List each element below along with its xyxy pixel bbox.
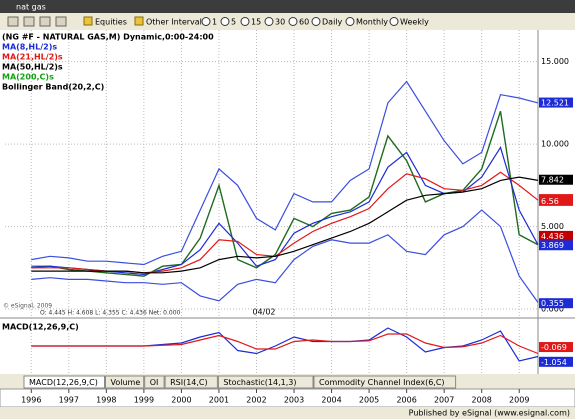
tab[interactable]	[164, 375, 218, 389]
legend-entry: MA(200,C)s	[2, 73, 54, 82]
value-tag	[539, 174, 573, 185]
x-tick-label: 2003	[284, 396, 304, 405]
interval-icon	[345, 17, 355, 26]
tab[interactable]	[217, 375, 314, 389]
toolbar-button[interactable]: Weekly	[400, 18, 429, 27]
tab-label[interactable]: MACD(12,26,9,C)	[29, 378, 98, 387]
menu-icon	[134, 16, 144, 26]
series-line	[31, 80, 539, 266]
x-tick-label: 1996	[21, 396, 41, 405]
tab-label[interactable]: Commodity Channel Index(6,C)	[319, 378, 445, 387]
y-tick-label: 0.000	[541, 305, 564, 314]
value-tag	[539, 240, 573, 251]
toolbar-button[interactable]: 5	[231, 18, 236, 27]
footer: Published by eSignal (www.esignal.com)	[409, 409, 570, 418]
toolbar-button[interactable]: 30	[275, 18, 285, 27]
tab-label[interactable]: OI	[150, 378, 159, 387]
tool-icon	[39, 16, 51, 27]
value-tag	[539, 356, 573, 367]
x-tick-label: 2006	[396, 396, 416, 405]
toolbar	[0, 13, 575, 30]
value-tag-label: 7.842	[541, 176, 564, 185]
chart-title: (NG #F - NATURAL GAS,M) Dynamic,0:00-24:…	[2, 33, 214, 42]
y-tick-label: 10.000	[541, 140, 569, 149]
ohlc-readout: O: 4.445 H: 4.608 L: 4.355 C: 4.436 Net:…	[40, 310, 181, 317]
x-tick-label: 1997	[59, 396, 79, 405]
watermark: © eSignal, 2009	[3, 303, 52, 310]
legend-entry: MA(50,HL/2)s	[2, 63, 63, 72]
x-tick-label: 2007	[434, 396, 454, 405]
chart-title: MACD(12,26,9,C)	[2, 323, 79, 332]
tab-label[interactable]: Stochastic(14,1,3)	[223, 378, 296, 387]
chart-background	[0, 30, 575, 374]
series-line	[31, 176, 539, 274]
value-tag-label: 6.56	[541, 197, 559, 206]
tab[interactable]	[23, 375, 105, 389]
interval-icon	[311, 17, 321, 26]
title-bar	[0, 0, 575, 13]
value-tag	[539, 97, 573, 108]
value-tag-label: -1.054	[541, 358, 567, 367]
interval-icon	[264, 17, 274, 26]
toolbar-button[interactable]: 60	[299, 18, 309, 27]
x-tick-label: 2008	[472, 396, 492, 405]
legend-entry: MA(21,HL/2)s	[2, 53, 63, 62]
value-tag-label: 0.355	[541, 299, 564, 308]
value-tag	[539, 298, 573, 309]
annotation: 04/02	[252, 308, 275, 317]
tab[interactable]	[313, 375, 457, 389]
x-tick-label: 2009	[509, 396, 529, 405]
tool-icon	[7, 16, 19, 27]
toolbar-button[interactable]: Monthly	[356, 18, 388, 27]
value-tag	[539, 342, 573, 353]
value-tag	[539, 195, 573, 206]
value-tag	[539, 230, 573, 241]
legend-entry: MA(8,HL/2)s	[2, 43, 57, 52]
x-tick-label: 1998	[96, 396, 116, 405]
toolbar-button[interactable]: 1	[212, 18, 217, 27]
series-line	[31, 209, 539, 303]
value-tag-label: 3.869	[541, 241, 564, 250]
y-tick-label: 15.000	[541, 57, 569, 66]
x-tick-label: 2005	[359, 396, 379, 405]
x-tick-label: 2001	[209, 396, 229, 405]
tool-icon	[55, 16, 67, 27]
toolbar-button[interactable]: 15	[251, 18, 261, 27]
value-tag-label: -0.069	[541, 343, 567, 352]
x-tick-label: 1999	[134, 396, 154, 405]
interval-icon	[288, 17, 298, 26]
interval-icon	[201, 17, 211, 26]
interval-icon	[389, 17, 399, 26]
tab-label[interactable]: Volume	[111, 378, 141, 387]
footer-bar	[0, 407, 575, 419]
toolbar-button[interactable]: Other Intervals	[146, 18, 206, 27]
x-tick-label: 2002	[246, 396, 266, 405]
value-tag-label: 12.521	[541, 99, 569, 108]
menu-icon	[83, 16, 93, 26]
interval-icon	[220, 17, 230, 26]
tool-icon	[23, 16, 35, 27]
price-line	[31, 110, 539, 277]
legend-entry: Bollinger Band(20,2,C)	[2, 83, 104, 92]
window-title: nat gas	[16, 3, 46, 12]
series-line	[31, 333, 539, 355]
interval-icon	[240, 17, 250, 26]
value-tag-label: 4.436	[541, 232, 564, 241]
x-tick-label: 2000	[171, 396, 191, 405]
x-tick-label: 2004	[321, 396, 341, 405]
tab[interactable]	[144, 375, 165, 389]
y-tick-label: 5.000	[541, 222, 564, 231]
tab[interactable]	[105, 375, 145, 389]
toolbar-button[interactable]: Daily	[322, 18, 343, 27]
toolbar-button[interactable]: Equities	[95, 18, 127, 27]
tab-label[interactable]: RSI(14,C)	[170, 378, 208, 387]
